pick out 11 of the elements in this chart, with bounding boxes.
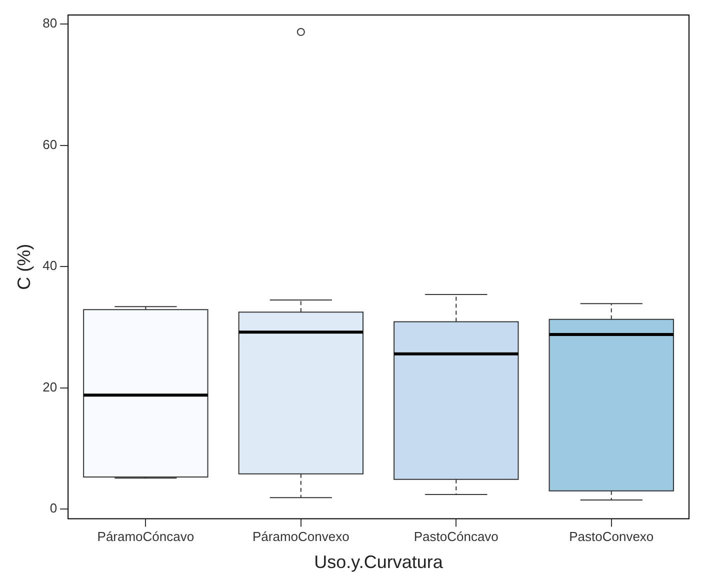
- x-tick-label: PáramoCóncavo: [97, 529, 194, 544]
- y-tick-label: 20: [42, 379, 58, 394]
- x-axis-title: Uso.y.Curvatura: [314, 552, 444, 572]
- y-axis-title: C (%): [14, 244, 34, 290]
- x-tick-label: PastoCóncavo: [414, 529, 498, 544]
- y-tick-label: 80: [42, 16, 58, 31]
- y-tick-label: 0: [50, 500, 58, 516]
- x-tick-label: PastoConvexo: [569, 529, 654, 544]
- x-tick-label: PáramoConvexo: [252, 529, 350, 544]
- y-tick-label: 40: [42, 258, 58, 274]
- y-tick-label: 60: [42, 136, 58, 152]
